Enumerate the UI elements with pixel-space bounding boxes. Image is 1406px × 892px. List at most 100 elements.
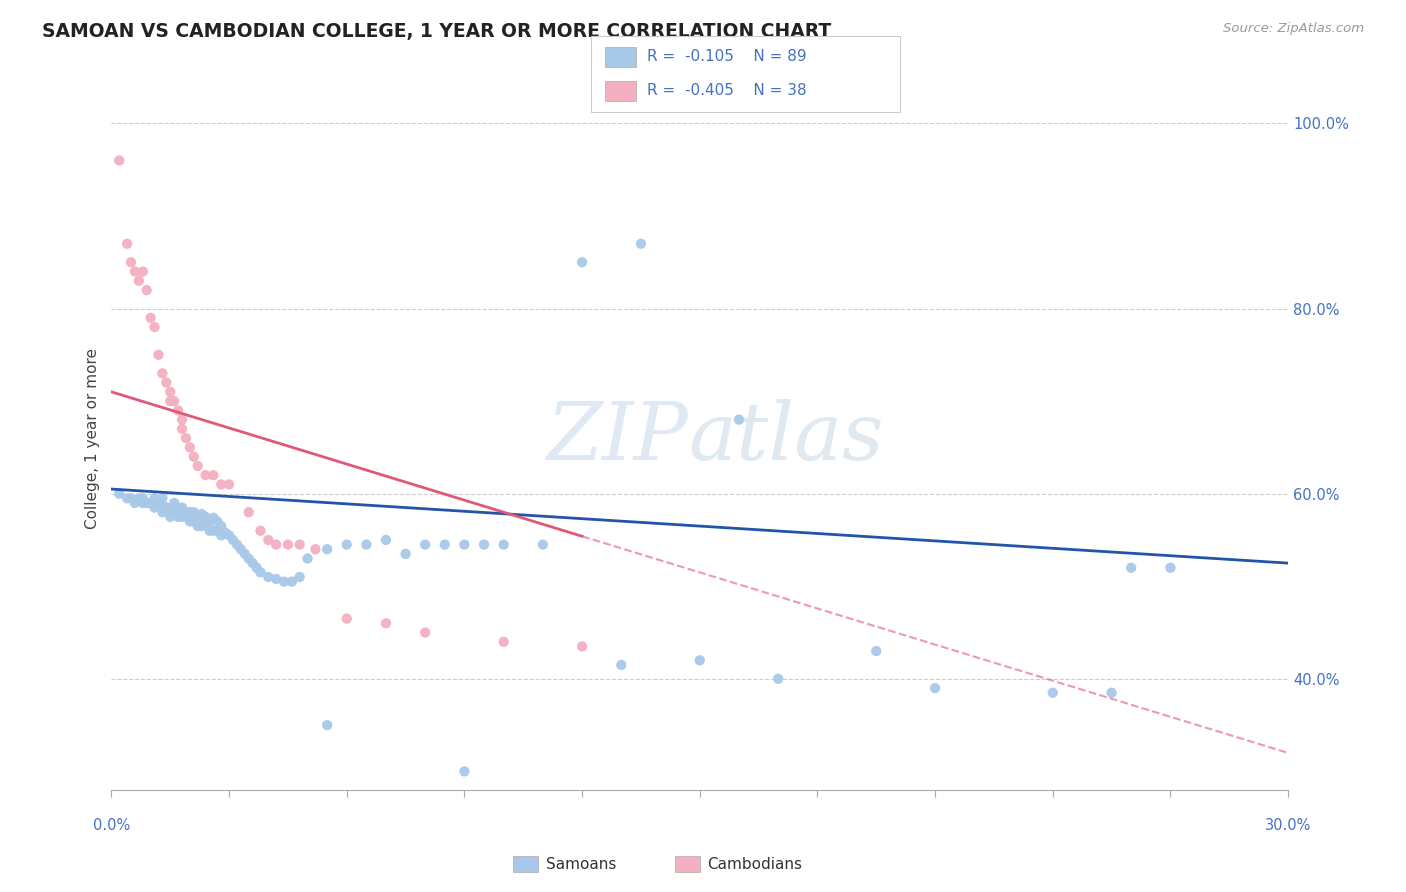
Point <box>152 367 174 381</box>
Point <box>689 653 711 667</box>
Point <box>108 153 131 168</box>
Point <box>139 496 162 510</box>
Point <box>214 525 236 540</box>
Point <box>394 547 416 561</box>
Point <box>207 524 229 538</box>
Point <box>115 491 138 506</box>
Point <box>571 255 593 269</box>
Point <box>226 538 249 552</box>
Point <box>356 538 378 552</box>
Point <box>174 505 197 519</box>
Point <box>257 570 280 584</box>
Point <box>152 505 174 519</box>
Point <box>190 507 212 521</box>
Point <box>413 625 436 640</box>
Point <box>1159 560 1181 574</box>
Point <box>170 412 193 426</box>
Point <box>155 500 177 515</box>
Point <box>1121 560 1143 574</box>
Text: Source: ZipAtlas.com: Source: ZipAtlas.com <box>1223 22 1364 36</box>
Point <box>728 412 751 426</box>
Text: 0.0%: 0.0% <box>93 818 129 833</box>
Point <box>132 491 155 506</box>
Point <box>304 542 326 557</box>
Point <box>120 491 142 506</box>
Point <box>316 718 339 732</box>
Point <box>128 491 150 506</box>
Point <box>273 574 295 589</box>
Point <box>218 477 240 491</box>
Point <box>257 533 280 547</box>
Point <box>531 538 554 552</box>
Point <box>120 255 142 269</box>
Point <box>139 310 162 325</box>
Point <box>413 538 436 552</box>
Point <box>148 496 170 510</box>
Point <box>245 560 267 574</box>
Point <box>170 500 193 515</box>
Text: Cambodians: Cambodians <box>707 857 803 871</box>
Point <box>433 538 456 552</box>
Point <box>167 403 190 417</box>
Text: atlas: atlas <box>688 400 883 477</box>
Point <box>492 538 515 552</box>
Point <box>194 468 217 483</box>
Point <box>187 509 209 524</box>
Point <box>152 491 174 506</box>
Point <box>108 486 131 500</box>
Point <box>198 515 221 529</box>
Point <box>179 515 201 529</box>
Point <box>174 509 197 524</box>
Point <box>229 542 252 557</box>
Point <box>190 519 212 533</box>
Point <box>179 441 201 455</box>
Point <box>316 542 339 557</box>
Point <box>179 505 201 519</box>
Point <box>139 496 162 510</box>
Point <box>132 264 155 278</box>
Point <box>238 551 260 566</box>
Point <box>159 505 181 519</box>
Point <box>155 376 177 390</box>
Point <box>143 500 166 515</box>
Point <box>167 509 190 524</box>
Point <box>202 524 225 538</box>
Point <box>159 394 181 409</box>
Point <box>174 431 197 445</box>
Point <box>233 547 256 561</box>
Point <box>183 515 205 529</box>
Point <box>242 556 264 570</box>
Point <box>209 477 232 491</box>
Point <box>148 496 170 510</box>
Point <box>238 505 260 519</box>
Point <box>202 468 225 483</box>
Point <box>128 274 150 288</box>
Point <box>155 500 177 515</box>
Point <box>170 509 193 524</box>
Point <box>336 538 359 552</box>
Text: ZIP: ZIP <box>546 400 688 477</box>
Point <box>336 612 359 626</box>
Point <box>277 538 299 552</box>
Point <box>571 640 593 654</box>
Point <box>202 510 225 524</box>
Point <box>132 496 155 510</box>
Y-axis label: College, 1 year or more: College, 1 year or more <box>86 348 100 529</box>
Point <box>170 422 193 436</box>
Point <box>194 515 217 529</box>
Point <box>766 672 789 686</box>
Point <box>865 644 887 658</box>
Point <box>187 519 209 533</box>
Point <box>183 450 205 464</box>
Point <box>264 538 287 552</box>
Point <box>297 551 319 566</box>
Point <box>209 519 232 533</box>
Point <box>124 496 146 510</box>
Point <box>159 384 181 399</box>
Point <box>159 509 181 524</box>
Point <box>375 533 398 547</box>
Text: SAMOAN VS CAMBODIAN COLLEGE, 1 YEAR OR MORE CORRELATION CHART: SAMOAN VS CAMBODIAN COLLEGE, 1 YEAR OR M… <box>42 22 831 41</box>
Point <box>135 496 157 510</box>
Point <box>288 570 311 584</box>
Point <box>1101 686 1123 700</box>
